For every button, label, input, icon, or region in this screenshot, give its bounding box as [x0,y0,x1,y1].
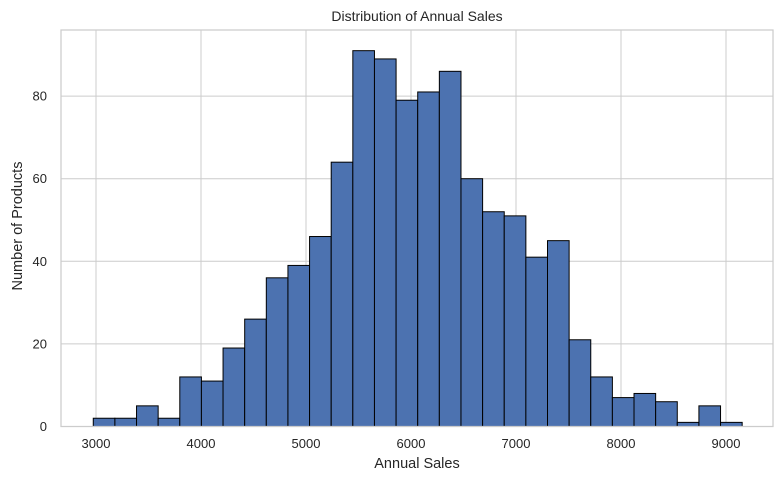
x-tick-label: 5000 [292,436,321,451]
x-tick-label: 9000 [712,436,741,451]
histogram-bar [373,58,397,428]
histogram-bar [698,405,722,428]
x-axis-label: Annual Sales [374,456,460,472]
histogram-bar [287,264,311,427]
x-tick-label: 3000 [82,436,111,451]
x-tick-label: 4000 [187,436,216,451]
histogram-bar [136,405,159,428]
histogram-bar [417,91,440,427]
histogram-bar [222,347,246,427]
histogram-bar [200,380,224,428]
y-tick-label: 60 [33,171,47,186]
histogram-bar [460,178,484,427]
x-tick-label: 6000 [397,436,426,451]
histogram-bar [568,339,592,427]
histogram-bar [590,376,613,428]
histogram-bar [547,240,570,427]
histogram-bar [352,50,375,427]
histogram-bar [503,215,527,427]
y-tick-label: 40 [33,254,47,269]
histogram-bar [114,417,138,427]
y-axis-label: Number of Products [10,161,26,291]
histogram-bar [611,397,635,427]
histogram-bar [330,161,354,427]
chart-title: Distribution of Annual Sales [331,8,503,24]
histogram-bar [309,236,332,427]
histogram-bar [179,376,202,428]
y-tick-label: 80 [33,89,47,104]
histogram-bar [265,277,289,427]
histogram-bar [244,318,267,427]
histogram-bar [655,401,678,428]
y-tick-label: 0 [40,419,47,434]
histogram-bar [157,417,181,427]
histogram-bar [633,392,657,427]
histogram-bar [438,70,462,427]
histogram-bar [525,256,548,428]
histogram-bar [92,417,116,427]
x-tick-label: 7000 [502,436,531,451]
y-tick-label: 20 [33,336,47,351]
histogram-bar [482,211,505,427]
x-tick-label: 8000 [607,436,636,451]
histogram-bar [395,99,419,427]
axes-frame [60,29,774,428]
